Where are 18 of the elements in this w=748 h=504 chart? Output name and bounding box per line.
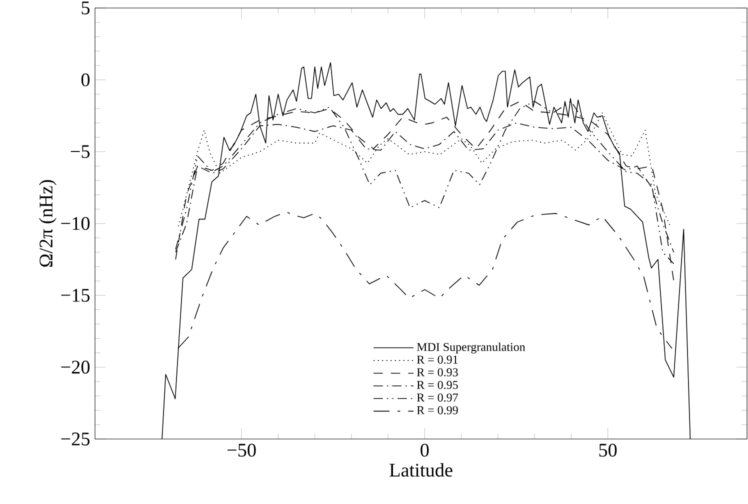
- y-tick-label: −20: [61, 360, 90, 374]
- y-axis-title: Ω/2π (nHz): [39, 180, 56, 267]
- x-axis-title: Latitude: [390, 463, 452, 477]
- y-tick-label: 5: [82, 2, 90, 14]
- x-tick-label: −50: [227, 444, 256, 457]
- y-tick-label: −25: [61, 432, 90, 446]
- y-tick-label: −10: [61, 217, 90, 230]
- x-tick-label: 50: [599, 444, 617, 457]
- legend-label: R = 0.95: [416, 380, 458, 390]
- legend-label: R = 0.97: [416, 394, 458, 402]
- legend-label: R = 0.93: [416, 368, 458, 376]
- legend-label: MDI Supergranulation: [416, 342, 526, 354]
- y-tick-label: −5: [70, 145, 90, 158]
- y-tick-label: 0: [81, 73, 90, 86]
- legend-label: R = 0.91: [416, 356, 458, 364]
- x-tick-label: 0: [420, 444, 429, 457]
- legend-label: R = 0.99: [416, 406, 458, 414]
- y-tick-label: −15: [61, 288, 90, 302]
